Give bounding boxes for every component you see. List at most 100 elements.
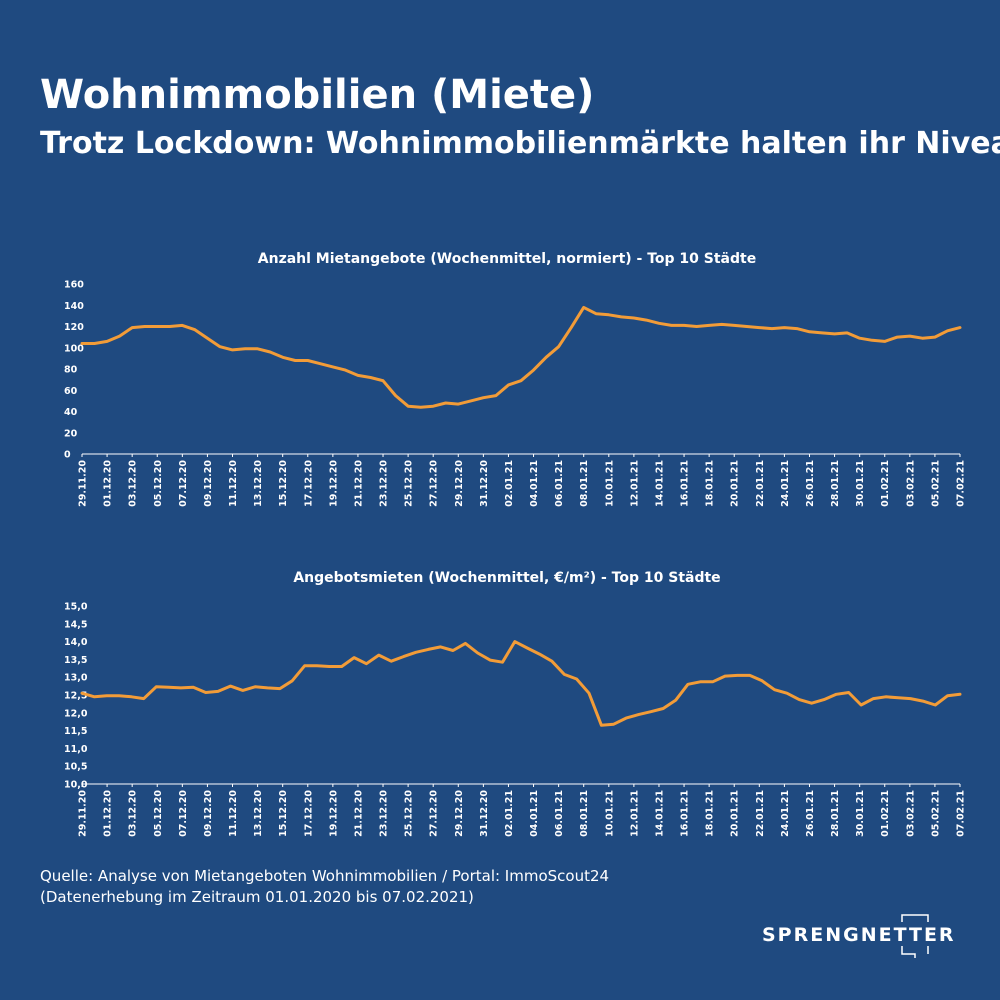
x-tick-label: 04.01.21 xyxy=(529,790,540,837)
x-tick-label: 05.12.20 xyxy=(153,460,164,507)
x-tick-label: 08.01.21 xyxy=(579,460,590,507)
x-tick-label: 03.02.21 xyxy=(905,790,916,837)
series-line xyxy=(80,640,962,727)
x-tick-label: 14.01.21 xyxy=(654,790,665,837)
x-tick-label: 07.02.21 xyxy=(956,790,967,837)
x-tick-label: 03.02.21 xyxy=(905,460,916,507)
x-tick-label: 10.01.21 xyxy=(604,790,615,837)
x-tick-label: 07.12.20 xyxy=(178,460,189,507)
x-tick-label: 19.12.20 xyxy=(328,790,339,837)
x-tick-label: 15.12.20 xyxy=(278,790,289,837)
source-line-2: (Datenerhebung im Zeitraum 01.01.2020 bi… xyxy=(40,888,474,906)
page-subtitle: Trotz Lockdown: Wohnimmobilienmärkte hal… xyxy=(40,126,1000,161)
x-tick-label: 07.12.20 xyxy=(178,790,189,837)
brand-frame-icon xyxy=(901,914,929,958)
y-tick-label: 11,0 xyxy=(64,744,88,755)
x-tick-label: 08.01.21 xyxy=(579,790,590,837)
chart-svg: Angebotsmieten (Wochenmittel, €/m²) - To… xyxy=(64,570,967,837)
x-tick-label: 16.01.21 xyxy=(680,460,691,507)
x-tick-label: 14.01.21 xyxy=(654,460,665,507)
x-tick-label: 17.12.20 xyxy=(303,460,314,507)
x-tick-label: 18.01.21 xyxy=(705,790,716,837)
x-tick-label: 07.02.21 xyxy=(956,460,967,507)
x-tick-label: 26.01.21 xyxy=(805,790,816,837)
x-tick-label: 01.02.21 xyxy=(880,790,891,837)
x-tick-label: 19.12.20 xyxy=(328,460,339,507)
source-note: Quelle: Analyse von Mietangeboten Wohnim… xyxy=(40,866,609,908)
x-tick-label: 16.01.21 xyxy=(680,790,691,837)
y-tick-label: 14,0 xyxy=(64,637,88,648)
chart-angebotsmieten: Angebotsmieten (Wochenmittel, €/m²) - To… xyxy=(0,560,1000,860)
x-tick-label: 12.01.21 xyxy=(629,460,640,507)
x-tick-label: 13.12.20 xyxy=(253,790,264,837)
x-tick-label: 22.01.21 xyxy=(755,790,766,837)
brand-name: SPRENGNETTER xyxy=(762,924,956,946)
x-tick-label: 27.12.20 xyxy=(429,790,440,837)
y-tick-label: 140 xyxy=(64,301,84,312)
x-tick-label: 05.12.20 xyxy=(153,790,164,837)
y-tick-label: 13,0 xyxy=(64,673,88,684)
x-tick-label: 05.02.21 xyxy=(930,790,941,837)
chart-mietangebote: Anzahl Mietangebote (Wochenmittel, normi… xyxy=(0,235,1000,535)
brand-logo: SPRENGNETTER xyxy=(762,912,962,958)
x-tick-label: 03.12.20 xyxy=(128,790,139,837)
x-tick-label: 29.12.20 xyxy=(454,790,465,837)
x-tick-label: 20.01.21 xyxy=(730,790,741,837)
y-tick-label: 0 xyxy=(64,450,71,461)
y-tick-label: 11,5 xyxy=(64,726,87,737)
chart-svg: Anzahl Mietangebote (Wochenmittel, normi… xyxy=(64,251,967,507)
x-tick-label: 05.02.21 xyxy=(930,460,941,507)
y-tick-label: 15,0 xyxy=(64,602,88,613)
y-tick-label: 12,5 xyxy=(64,691,87,702)
y-tick-label: 40 xyxy=(64,407,78,418)
x-tick-label: 30.01.21 xyxy=(855,460,866,507)
x-tick-label: 02.01.21 xyxy=(504,790,515,837)
x-tick-label: 13.12.20 xyxy=(253,460,264,507)
y-tick-label: 100 xyxy=(64,343,84,354)
x-tick-label: 29.12.20 xyxy=(454,460,465,507)
y-tick-label: 14,5 xyxy=(64,619,87,630)
y-tick-label: 13,5 xyxy=(64,655,87,666)
x-tick-label: 17.12.20 xyxy=(303,790,314,837)
x-tick-label: 01.12.20 xyxy=(103,460,114,507)
x-tick-label: 31.12.20 xyxy=(479,460,490,507)
x-tick-label: 29.11.20 xyxy=(78,790,89,837)
x-tick-label: 21.12.20 xyxy=(353,790,364,837)
x-tick-label: 09.12.20 xyxy=(203,460,214,507)
x-tick-label: 03.12.20 xyxy=(128,460,139,507)
x-tick-label: 01.12.20 xyxy=(103,790,114,837)
x-tick-label: 18.01.21 xyxy=(705,460,716,507)
x-tick-label: 01.02.21 xyxy=(880,460,891,507)
x-tick-label: 30.01.21 xyxy=(855,790,866,837)
y-tick-label: 20 xyxy=(64,428,78,439)
x-tick-label: 24.01.21 xyxy=(780,790,791,837)
series-line xyxy=(80,305,962,409)
y-tick-label: 160 xyxy=(64,280,84,291)
x-tick-label: 29.11.20 xyxy=(78,460,89,507)
x-tick-label: 28.01.21 xyxy=(830,790,841,837)
x-tick-label: 25.12.20 xyxy=(404,460,415,507)
page-title: Wohnimmobilien (Miete) xyxy=(40,72,595,118)
y-tick-label: 10,0 xyxy=(64,780,88,791)
chart-title: Anzahl Mietangebote (Wochenmittel, normi… xyxy=(258,251,756,267)
x-tick-label: 23.12.20 xyxy=(379,460,390,507)
x-tick-label: 06.01.21 xyxy=(554,790,565,837)
x-tick-label: 15.12.20 xyxy=(278,460,289,507)
x-tick-label: 27.12.20 xyxy=(429,460,440,507)
x-tick-label: 06.01.21 xyxy=(554,460,565,507)
y-tick-label: 10,5 xyxy=(64,762,87,773)
x-tick-label: 21.12.20 xyxy=(353,460,364,507)
x-tick-label: 24.01.21 xyxy=(780,460,791,507)
x-tick-label: 20.01.21 xyxy=(730,460,741,507)
source-line-1: Quelle: Analyse von Mietangeboten Wohnim… xyxy=(40,867,610,885)
x-tick-label: 11.12.20 xyxy=(228,460,239,507)
x-tick-label: 26.01.21 xyxy=(805,460,816,507)
y-tick-label: 60 xyxy=(64,386,78,397)
x-tick-label: 04.01.21 xyxy=(529,460,540,507)
x-tick-label: 28.01.21 xyxy=(830,460,841,507)
y-tick-label: 12,0 xyxy=(64,708,88,719)
x-tick-label: 10.01.21 xyxy=(604,460,615,507)
y-tick-label: 80 xyxy=(64,365,78,376)
x-tick-label: 22.01.21 xyxy=(755,460,766,507)
x-tick-label: 31.12.20 xyxy=(479,790,490,837)
